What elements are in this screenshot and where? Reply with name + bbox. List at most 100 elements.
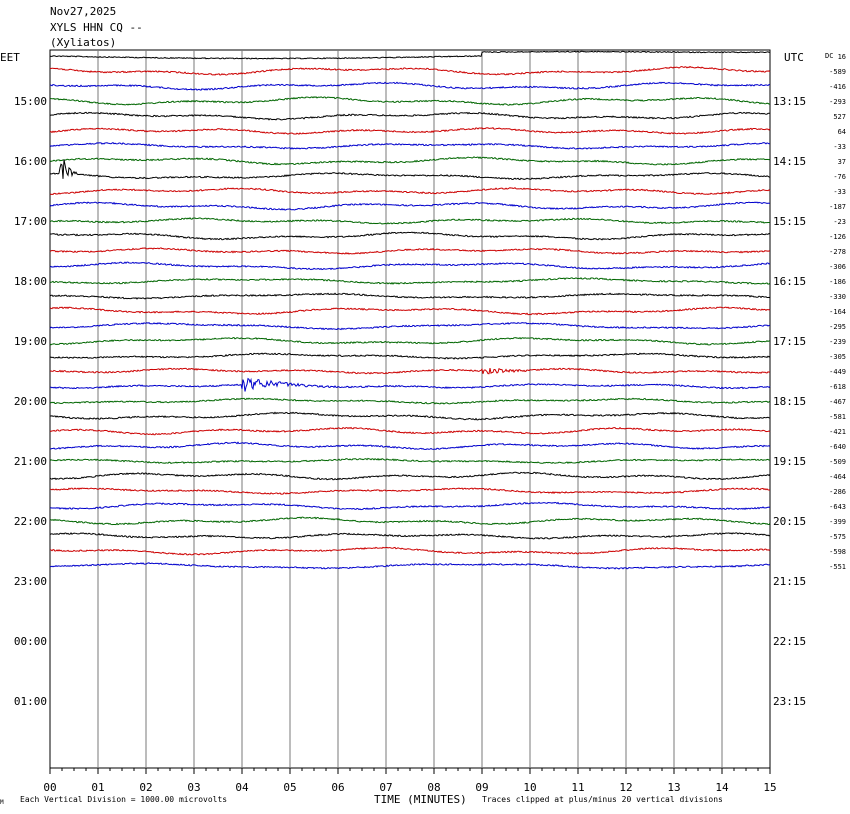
trace-line bbox=[49, 546, 771, 556]
eet-hour-label: 19:00 bbox=[14, 335, 47, 348]
dc-offset-value: -286 bbox=[829, 488, 846, 496]
utc-hour-label: 14:15 bbox=[773, 155, 806, 168]
x-tick-label: 13 bbox=[667, 781, 680, 794]
dc-offset-value: -33 bbox=[833, 143, 846, 151]
trace-line bbox=[49, 321, 771, 331]
x-tick-label: 09 bbox=[475, 781, 488, 794]
trace-line bbox=[49, 397, 771, 405]
trace-line bbox=[49, 156, 771, 166]
dc-offset-value: -509 bbox=[829, 458, 846, 466]
trace-line bbox=[49, 96, 771, 106]
trace-line bbox=[49, 457, 771, 465]
trace-line bbox=[49, 111, 771, 121]
dc-offset-value: -399 bbox=[829, 518, 846, 526]
x-tick-label: 00 bbox=[43, 781, 56, 794]
trace-line bbox=[49, 336, 771, 346]
trace-line bbox=[49, 201, 770, 211]
eet-hour-label: 18:00 bbox=[14, 275, 47, 288]
dc-offset-value: -306 bbox=[829, 263, 846, 271]
x-tick-label: 07 bbox=[379, 781, 392, 794]
x-tick-label: 15 bbox=[763, 781, 776, 794]
trace-line bbox=[49, 377, 771, 392]
trace-line bbox=[49, 441, 771, 451]
time-labels: 15:00 13:15 16:00 14:15 17:00 15:15 18:00 16:15… bbox=[14, 95, 806, 708]
dc-offset-value: -598 bbox=[829, 548, 846, 556]
trace-line bbox=[49, 247, 771, 255]
trace-line bbox=[49, 261, 771, 271]
utc-hour-label: 17:15 bbox=[773, 335, 806, 348]
scale-note: Each Vertical Division = 1000.00 microvo… bbox=[20, 795, 227, 804]
dc-offset-value: -76 bbox=[833, 173, 846, 181]
utc-hour-label: 16:15 bbox=[773, 275, 806, 288]
eet-hour-label: 22:00 bbox=[14, 515, 47, 528]
trace-line bbox=[49, 471, 771, 481]
clip-note: Traces clipped at plus/minus 20 vertical… bbox=[482, 795, 723, 804]
x-tick-label: 10 bbox=[523, 781, 536, 794]
dc-offset-value: -295 bbox=[829, 323, 846, 331]
dc-offset-value: 16 bbox=[838, 53, 846, 61]
dc-offset-value: -416 bbox=[829, 83, 846, 91]
eet-hour-label: 15:00 bbox=[14, 95, 47, 108]
grid-lines bbox=[49, 49, 771, 769]
dc-offset-value: -618 bbox=[829, 383, 846, 391]
trace-line bbox=[50, 127, 771, 135]
x-tick-label: 14 bbox=[715, 781, 729, 794]
trace-line bbox=[49, 231, 771, 241]
x-axis-ticks: 00 01 02 03 04 05 06 07 08 09 10 11 12 13 14 15 bbox=[43, 768, 777, 794]
dc-offset-value: -449 bbox=[829, 368, 846, 376]
trace-line bbox=[49, 367, 771, 375]
trace-line bbox=[49, 65, 771, 76]
trace-line bbox=[49, 159, 771, 181]
dc-offset-value: -186 bbox=[829, 278, 846, 286]
date-label: Nov27,2025 bbox=[50, 5, 116, 18]
dc-offset-value: -23 bbox=[833, 218, 846, 226]
dc-label: DC bbox=[825, 52, 833, 60]
eet-hour-label: 20:00 bbox=[14, 395, 47, 408]
trace-line bbox=[49, 426, 771, 436]
eet-hour-label: 17:00 bbox=[14, 215, 47, 228]
dc-offset-value: -581 bbox=[829, 413, 846, 421]
dc-offset-value: -33 bbox=[833, 188, 846, 196]
dc-offset-value: -421 bbox=[829, 428, 846, 436]
dc-offset-labels: 16 -589 -416 -293 527 64 -33 37 -76 -33 -187 -23 -12… bbox=[829, 53, 846, 571]
corner-mark: M bbox=[0, 799, 4, 806]
dc-offset-value: -643 bbox=[829, 503, 846, 511]
dc-offset-value: 37 bbox=[838, 158, 846, 166]
trace-line bbox=[49, 142, 771, 150]
trace-line bbox=[49, 501, 771, 511]
dc-offset-value: -187 bbox=[829, 203, 846, 211]
dc-offset-value: -467 bbox=[829, 398, 846, 406]
eet-hour-label: 23:00 bbox=[14, 575, 47, 588]
utc-hour-label: 21:15 bbox=[773, 575, 806, 588]
x-tick-label: 08 bbox=[427, 781, 440, 794]
dc-offset-value: -575 bbox=[829, 533, 846, 541]
trace-line bbox=[49, 562, 771, 570]
eet-hour-label: 00:00 bbox=[14, 635, 47, 648]
dc-offset-value: -164 bbox=[829, 308, 846, 316]
x-tick-label: 06 bbox=[331, 781, 344, 794]
x-tick-label: 01 bbox=[91, 781, 104, 794]
dc-offset-value: -293 bbox=[829, 98, 846, 106]
dc-offset-value: -305 bbox=[829, 353, 846, 361]
trace-line bbox=[49, 277, 771, 285]
dc-offset-value: -640 bbox=[829, 443, 846, 451]
utc-hour-label: 23:15 bbox=[773, 695, 806, 708]
x-tick-label: 03 bbox=[187, 781, 200, 794]
x-tick-label: 12 bbox=[619, 781, 632, 794]
trace-line bbox=[49, 50, 771, 60]
eet-hour-label: 01:00 bbox=[14, 695, 47, 708]
utc-hour-label: 15:15 bbox=[773, 215, 806, 228]
utc-hour-label: 20:15 bbox=[773, 515, 806, 528]
trace-line bbox=[49, 81, 771, 91]
trace-line bbox=[49, 532, 771, 540]
trace-line bbox=[49, 516, 771, 526]
x-tick-label: 04 bbox=[235, 781, 249, 794]
trace-line bbox=[49, 217, 771, 225]
trace-line bbox=[49, 187, 771, 195]
trace-line bbox=[49, 411, 771, 421]
utc-axis-label: UTC bbox=[784, 51, 804, 64]
x-tick-label: 02 bbox=[139, 781, 152, 794]
trace-line bbox=[49, 352, 771, 360]
